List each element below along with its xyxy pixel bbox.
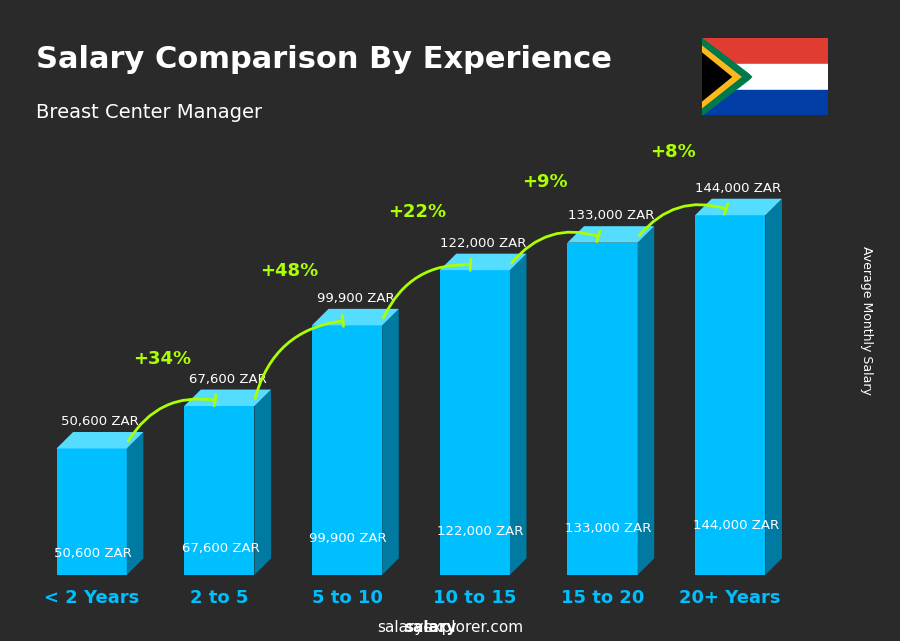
Text: 122,000 ZAR: 122,000 ZAR (437, 526, 524, 538)
Text: salaryexplorer.com: salaryexplorer.com (377, 620, 523, 635)
Text: 99,900 ZAR: 99,900 ZAR (317, 292, 394, 305)
Polygon shape (765, 199, 782, 575)
Polygon shape (702, 38, 752, 115)
Text: 50,600 ZAR: 50,600 ZAR (54, 547, 131, 560)
Text: +9%: +9% (522, 173, 568, 191)
Text: Breast Center Manager: Breast Center Manager (36, 103, 262, 122)
Polygon shape (702, 53, 733, 101)
Polygon shape (440, 254, 526, 270)
Text: +22%: +22% (388, 203, 446, 221)
Bar (702, 64, 828, 90)
Text: 133,000 ZAR: 133,000 ZAR (565, 522, 652, 535)
Text: 67,600 ZAR: 67,600 ZAR (189, 373, 266, 386)
Polygon shape (702, 46, 742, 108)
Text: 144,000 ZAR: 144,000 ZAR (692, 519, 778, 532)
Polygon shape (127, 432, 143, 575)
Polygon shape (744, 77, 828, 87)
Polygon shape (57, 432, 143, 449)
Text: 99,900 ZAR: 99,900 ZAR (310, 532, 387, 545)
Text: 67,600 ZAR: 67,600 ZAR (182, 542, 259, 554)
Text: +34%: +34% (133, 349, 191, 367)
Polygon shape (312, 309, 399, 326)
Polygon shape (567, 226, 654, 243)
Bar (702, 90, 828, 115)
Polygon shape (637, 226, 654, 575)
Bar (702, 38, 828, 64)
Text: 50,600 ZAR: 50,600 ZAR (61, 415, 139, 428)
Polygon shape (382, 309, 399, 575)
Bar (184, 406, 255, 575)
Text: Salary Comparison By Experience: Salary Comparison By Experience (36, 45, 612, 74)
Text: 144,000 ZAR: 144,000 ZAR (696, 182, 781, 195)
Polygon shape (510, 254, 526, 575)
Polygon shape (255, 390, 271, 575)
Bar (695, 215, 765, 575)
Polygon shape (744, 67, 828, 77)
Text: +48%: +48% (260, 262, 319, 280)
Text: Average Monthly Salary: Average Monthly Salary (860, 246, 873, 395)
Text: 133,000 ZAR: 133,000 ZAR (568, 210, 654, 222)
Text: +8%: +8% (650, 144, 696, 162)
Polygon shape (695, 199, 782, 215)
Bar (440, 270, 510, 575)
Text: 122,000 ZAR: 122,000 ZAR (440, 237, 526, 250)
Bar (57, 449, 127, 575)
Polygon shape (184, 390, 271, 406)
Text: salary: salary (404, 620, 456, 635)
Bar (567, 243, 637, 575)
Bar (312, 326, 382, 575)
